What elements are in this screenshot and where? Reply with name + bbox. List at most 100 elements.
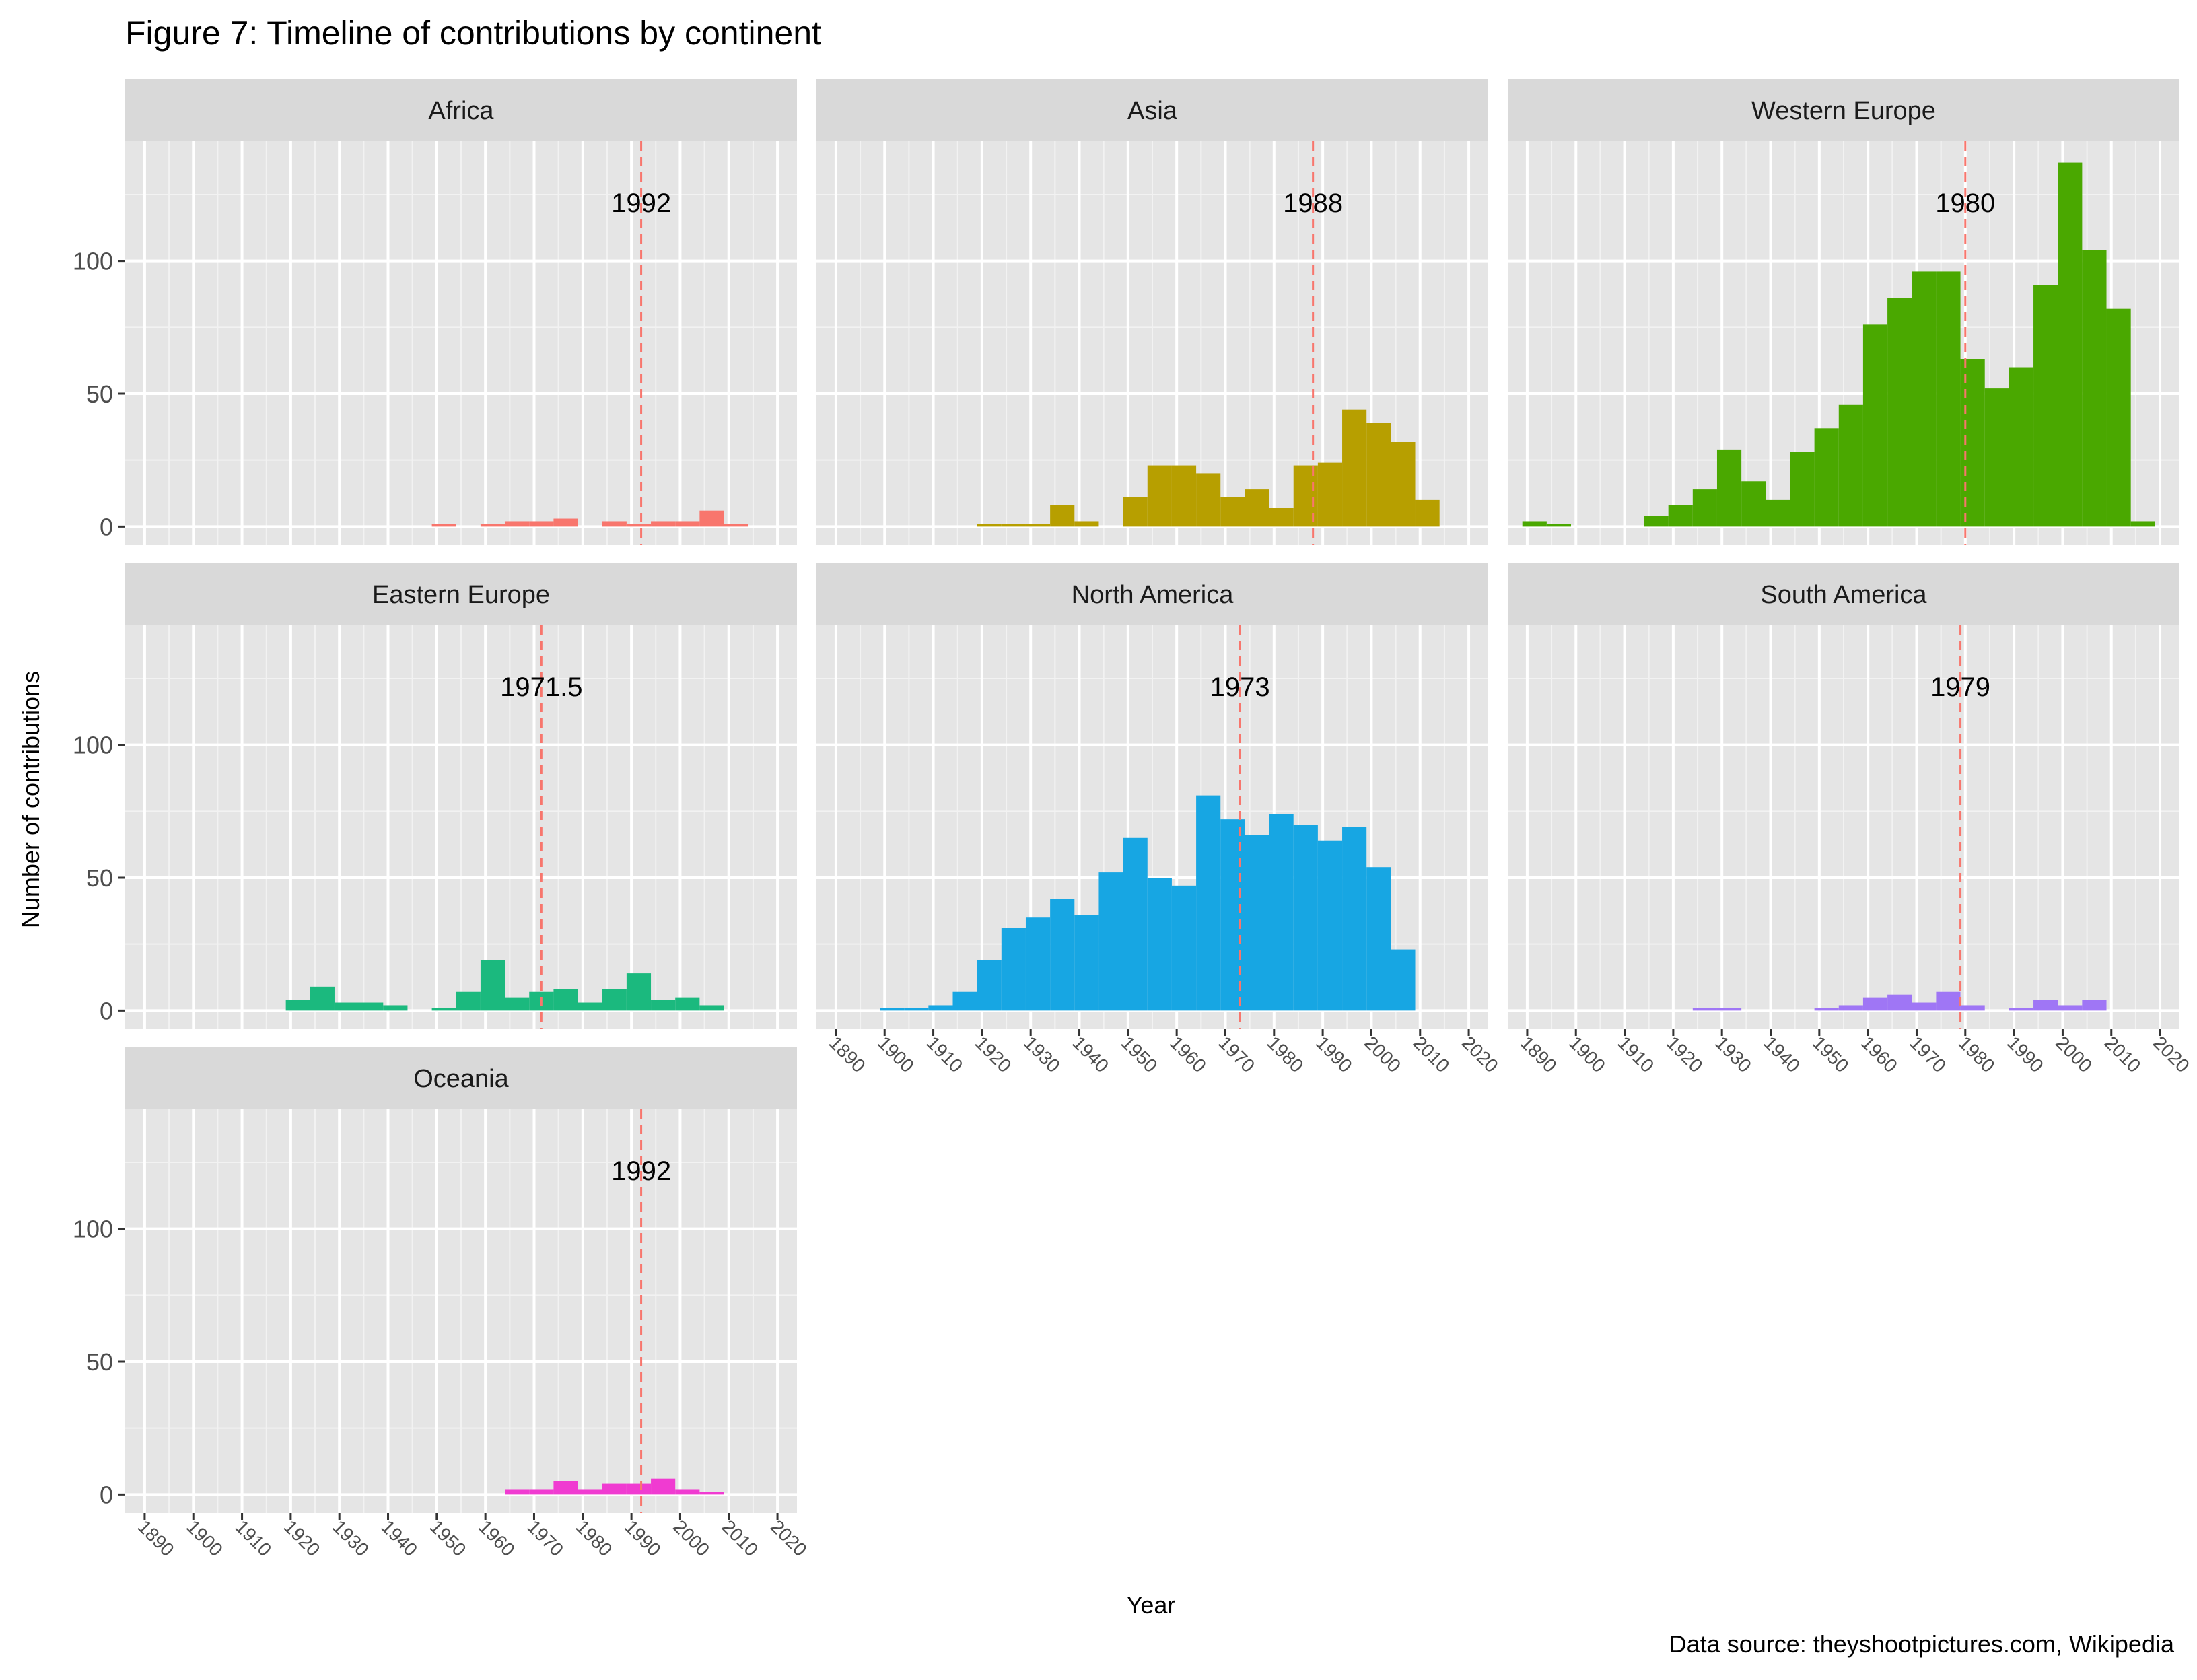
histogram-bar (2058, 162, 2083, 527)
histogram-bar (505, 521, 530, 527)
x-tick-label: 1950 (1809, 1032, 1853, 1076)
x-tick-label: 2010 (1409, 1032, 1454, 1076)
histogram-bar (2130, 521, 2155, 527)
histogram-bar (1522, 521, 1547, 527)
median-label: 1980 (1935, 188, 1995, 218)
histogram-bar (2009, 367, 2034, 527)
histogram-bar (2058, 1005, 2083, 1011)
histogram-bar (505, 997, 530, 1011)
histogram-bar (1147, 465, 1172, 527)
histogram-bar (553, 1481, 578, 1495)
x-tick-label: 2000 (1360, 1032, 1405, 1076)
histogram-bar (651, 1000, 676, 1011)
x-tick-label: 1900 (874, 1032, 918, 1076)
histogram-bar (1074, 521, 1099, 527)
histogram-bar (1936, 991, 1961, 1011)
histogram-bar (2033, 1000, 2058, 1011)
facet-strip-label: North America (1072, 581, 1234, 609)
histogram-bar (977, 524, 1002, 527)
histogram-bar (651, 1478, 676, 1495)
histogram-bar (1098, 872, 1123, 1011)
histogram-bar (1317, 462, 1343, 527)
x-tick-label: 1930 (1711, 1032, 1755, 1076)
median-label: 1973 (1210, 672, 1270, 702)
x-tick-label: 1920 (280, 1516, 324, 1560)
histogram-bar (359, 1002, 384, 1011)
facet-strip-label: Africa (428, 97, 494, 125)
histogram-bar (578, 1002, 602, 1011)
histogram-bar (334, 1002, 359, 1011)
histogram-bar (675, 521, 700, 527)
facet-strip-label: Eastern Europe (372, 581, 550, 609)
x-tick-label: 1980 (1263, 1032, 1308, 1076)
histogram-bar (952, 991, 977, 1011)
histogram-bar (602, 989, 627, 1011)
histogram-bar (699, 1492, 724, 1495)
x-tick-label: 1940 (1068, 1032, 1113, 1076)
histogram-bar (1984, 388, 2009, 527)
histogram-bar (1123, 497, 1148, 527)
y-tick-label: 50 (86, 1348, 113, 1376)
histogram-bar (2106, 308, 2131, 527)
facet-strip-label: South America (1760, 581, 1927, 609)
histogram-bar (1342, 827, 1367, 1011)
facet-strip-asia (816, 79, 1488, 141)
histogram-bar (1196, 795, 1221, 1011)
histogram-bar (1814, 428, 1839, 527)
y-tick-label: 0 (100, 513, 113, 540)
median-label: 1979 (1930, 672, 1990, 702)
x-tick-label: 1910 (231, 1516, 275, 1560)
x-tick-label: 1970 (523, 1516, 567, 1560)
histogram-bar (626, 524, 652, 527)
histogram-bar (1171, 465, 1197, 527)
x-tick-label: 2010 (2101, 1032, 2145, 1076)
histogram-bar (699, 510, 724, 527)
histogram-bar (1936, 271, 1961, 527)
y-tick-label: 50 (86, 380, 113, 408)
histogram-bar (626, 1483, 652, 1495)
x-tick-label: 1890 (825, 1032, 870, 1076)
histogram-bar (431, 1008, 456, 1011)
histogram-bar (1293, 825, 1318, 1011)
x-tick-label: 1910 (1613, 1032, 1658, 1076)
histogram-bar (1862, 324, 1888, 527)
histogram-bar (1269, 508, 1294, 527)
histogram-bar (1716, 449, 1742, 527)
x-tick-label: 1990 (621, 1516, 665, 1560)
histogram-bar (505, 1489, 530, 1495)
histogram-bar (2033, 285, 2058, 527)
histogram-bar (1342, 409, 1367, 527)
facet-panel-asia: Asia 1988 (816, 79, 1488, 545)
histogram-bar (1050, 899, 1075, 1011)
histogram-bar (529, 521, 554, 527)
histogram-bar (1415, 499, 1440, 527)
x-axis-title: Year (1127, 1591, 1176, 1619)
chart-title: Figure 7: Timeline of contributions by c… (125, 14, 821, 52)
facet-panel-africa: Africa 1992 0 50 100 (73, 79, 797, 545)
histogram-bar (1074, 915, 1099, 1011)
histogram-bar (1025, 917, 1051, 1011)
x-tick-label: 1960 (1166, 1032, 1210, 1076)
facet-strip-label: Western Europe (1751, 97, 1936, 125)
histogram-bar (1050, 505, 1075, 527)
histogram-bar (675, 997, 700, 1011)
x-tick-label: 1970 (1906, 1032, 1950, 1076)
histogram-bar (1716, 1008, 1742, 1011)
histogram-bar (1960, 359, 1985, 527)
facet-panel-north-america: North America 1973 1890 1900 1910 1920 1930 194… (816, 563, 1502, 1076)
x-tick-label: 1930 (1020, 1032, 1064, 1076)
x-tick-label: 1900 (1565, 1032, 1609, 1076)
x-tick-label: 1960 (1857, 1032, 1902, 1076)
histogram-bar (1391, 949, 1416, 1011)
histogram-bar (1001, 928, 1026, 1011)
y-tick-label: 100 (73, 732, 113, 759)
median-label: 1988 (1283, 188, 1343, 218)
histogram-bar (724, 524, 748, 527)
x-tick-label: 2020 (2149, 1032, 2194, 1076)
histogram-bar (383, 1005, 408, 1011)
histogram-bar (553, 518, 578, 527)
x-tick-label: 1980 (572, 1516, 617, 1560)
x-tick-label: 1970 (1214, 1032, 1259, 1076)
histogram-bar (1366, 867, 1391, 1011)
histogram-bar (1862, 997, 1888, 1011)
